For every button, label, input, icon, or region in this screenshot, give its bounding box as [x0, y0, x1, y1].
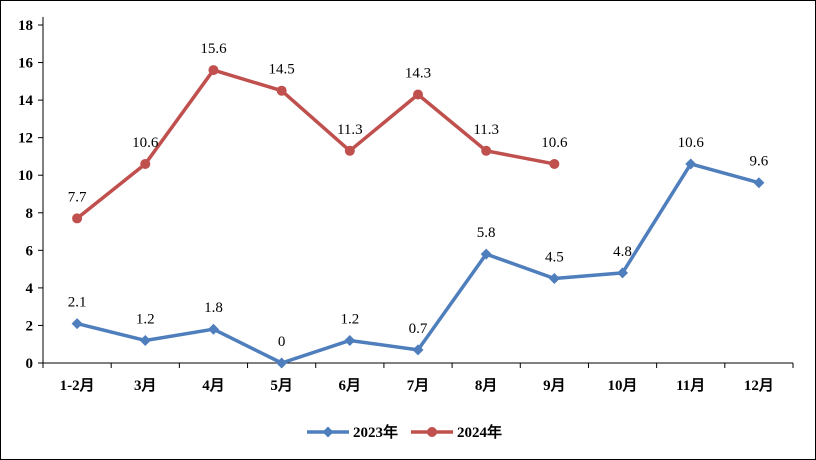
data-label: 1.2 — [136, 311, 155, 327]
x-tick-label: 1-2月 — [60, 377, 95, 394]
x-tick-label: 11月 — [676, 377, 705, 394]
data-point — [276, 357, 288, 369]
data-label: 14.3 — [405, 65, 431, 81]
y-tick-label: 16 — [18, 56, 34, 72]
axes: 0 2 4 6 8 10 12 14 16 18 1-2月 3月 4月 5月 6月 7月 8月 9月 10月 11月 1… — [18, 17, 794, 394]
y-tick-label: 8 — [26, 206, 34, 222]
data-label: 10.6 — [132, 135, 159, 151]
legend-label: 2024年 — [457, 423, 502, 441]
data-point — [549, 158, 560, 169]
legend-item: 2024年 — [411, 423, 502, 441]
y-tick-label: 18 — [18, 18, 33, 34]
data-labels: 2.1 1.2 1.8 0 1.2 0.7 5.8 4.5 4.8 10.6 9.6 7.7 10.6 1… — [68, 41, 769, 350]
data-label: 1.2 — [340, 311, 359, 327]
data-label: 4.5 — [545, 250, 564, 266]
x-tick-label: 6月 — [339, 377, 362, 394]
y-tick-label: 12 — [18, 131, 33, 147]
data-label: 0 — [278, 334, 286, 350]
x-tick-label: 5月 — [270, 377, 293, 394]
y-tick-label: 14 — [18, 93, 34, 109]
series-2024年 — [72, 65, 560, 224]
x-tick-label: 7月 — [407, 377, 430, 394]
data-point — [413, 89, 423, 100]
data-label: 10.6 — [678, 135, 705, 151]
legend-marker — [322, 426, 334, 438]
data-label: 4.8 — [613, 244, 632, 260]
data-point — [344, 145, 355, 156]
data-label: 11.3 — [337, 122, 363, 138]
x-tick-label: 3月 — [134, 377, 157, 394]
data-point — [481, 145, 492, 156]
data-point — [72, 213, 83, 224]
series-layer — [71, 65, 765, 369]
x-tick-label: 9月 — [543, 377, 566, 394]
data-point — [276, 85, 287, 96]
y-tick-label: 6 — [26, 243, 34, 259]
data-label: 2.1 — [68, 295, 87, 311]
y-tick-label: 4 — [26, 281, 34, 297]
series-line — [75, 68, 555, 220]
legend-label: 2023年 — [353, 423, 398, 441]
data-label: 9.6 — [750, 154, 769, 170]
y-tick-label: 2 — [26, 318, 34, 334]
x-tick-label: 10月 — [608, 377, 638, 394]
data-label: 10.6 — [541, 135, 568, 151]
data-point — [71, 318, 83, 330]
series-2023年 — [71, 158, 765, 369]
x-tick-label: 8月 — [475, 377, 498, 394]
x-tick-label: 12月 — [744, 377, 774, 394]
data-label: 11.3 — [473, 122, 499, 138]
data-point — [344, 334, 356, 346]
data-point — [139, 334, 151, 346]
data-point — [208, 65, 219, 76]
data-label: 14.5 — [269, 62, 295, 78]
data-point — [207, 323, 219, 335]
data-point — [412, 344, 424, 356]
data-label: 5.8 — [477, 225, 496, 241]
y-tick-label: 10 — [18, 168, 33, 184]
data-label: 7.7 — [68, 189, 87, 205]
y-tick-label: 0 — [26, 356, 34, 372]
data-label: 0.7 — [409, 321, 428, 337]
data-point — [753, 177, 765, 189]
data-point — [548, 273, 560, 284]
x-tick-label: 4月 — [202, 377, 225, 394]
data-label: 1.8 — [204, 300, 223, 316]
data-point — [685, 158, 697, 170]
data-point — [617, 267, 629, 279]
data-label: 15.6 — [200, 41, 227, 57]
legend-item: 2023年 — [307, 423, 398, 441]
data-point — [480, 248, 492, 260]
legend-marker — [427, 427, 437, 437]
legend: 2023年 2024年 — [307, 423, 502, 441]
data-point — [140, 158, 151, 169]
